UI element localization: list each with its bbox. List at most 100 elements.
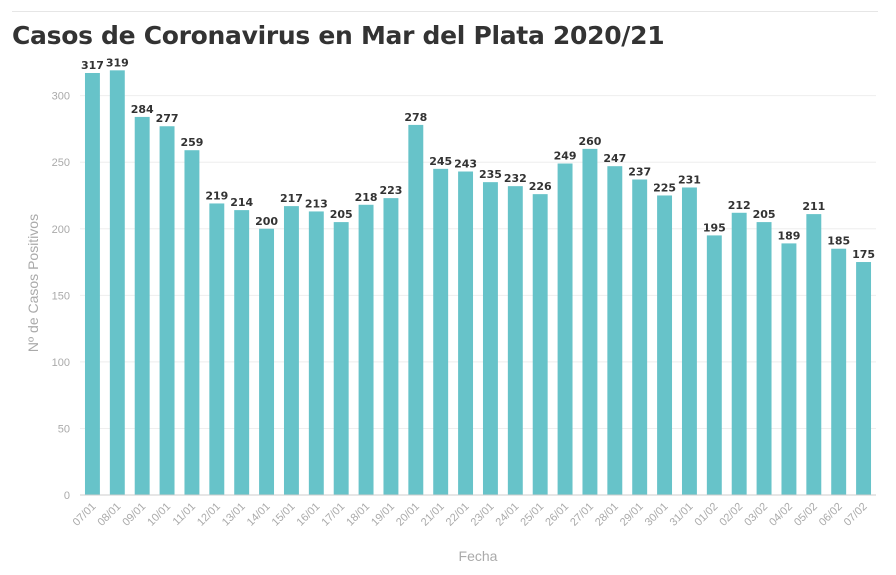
data-label: 219 — [205, 189, 228, 202]
bar — [582, 148, 598, 495]
x-tick-label: 28/01 — [593, 501, 621, 529]
bar — [532, 194, 548, 495]
data-label: 231 — [678, 173, 701, 186]
y-tick-label: 300 — [52, 91, 70, 103]
y-axis-ticks: 0 50 100 150 200 250 300 — [52, 91, 70, 502]
bar — [134, 116, 150, 496]
bar — [333, 222, 349, 495]
bar — [756, 222, 772, 495]
bar — [856, 262, 872, 495]
data-label: 189 — [777, 229, 800, 242]
bar — [433, 168, 449, 495]
bar — [557, 163, 573, 496]
x-tick-label: 16/01 — [294, 501, 322, 529]
data-label: 232 — [504, 172, 527, 185]
x-tick-label: 23/01 — [469, 501, 497, 529]
x-tick-label: 14/01 — [245, 501, 273, 529]
bar — [657, 195, 673, 495]
y-tick-label: 200 — [52, 224, 70, 236]
y-tick-label: 0 — [64, 490, 70, 502]
data-label: 217 — [280, 192, 303, 205]
x-tick-label: 29/01 — [618, 501, 646, 529]
bar — [507, 186, 523, 495]
bar — [806, 214, 822, 495]
x-tick-label: 13/01 — [220, 501, 248, 529]
bar — [184, 150, 200, 496]
x-tick-label: 19/01 — [369, 501, 397, 529]
y-tick-label: 50 — [58, 423, 70, 435]
bars — [84, 70, 872, 496]
x-axis-ticks: 07/0108/0109/0110/0111/0112/0113/0114/01… — [71, 501, 870, 529]
data-label: 284 — [131, 103, 154, 116]
bar — [259, 228, 275, 495]
data-label: 278 — [404, 111, 427, 124]
data-label: 319 — [106, 56, 129, 69]
x-tick-label: 03/02 — [742, 501, 770, 529]
chart-title: Casos de Coronavirus en Mar del Plata 20… — [12, 21, 665, 50]
bar — [308, 211, 324, 495]
x-tick-label: 11/01 — [171, 501, 198, 528]
bar — [607, 166, 623, 495]
x-tick-label: 09/01 — [120, 501, 148, 529]
bar — [159, 126, 175, 496]
y-tick-label: 100 — [52, 357, 70, 369]
x-tick-label: 31/01 — [668, 501, 696, 529]
x-tick-label: 18/01 — [344, 501, 372, 529]
x-tick-label: 27/01 — [568, 501, 596, 529]
x-tick-label: 06/02 — [817, 501, 845, 529]
x-tick-label: 22/01 — [444, 501, 472, 529]
data-label: 317 — [81, 59, 104, 72]
bar — [234, 210, 250, 496]
bar — [831, 248, 847, 495]
bar — [283, 206, 299, 495]
bar — [482, 182, 498, 495]
data-label: 243 — [454, 158, 477, 171]
data-label: 211 — [802, 200, 825, 213]
bar — [458, 171, 474, 495]
x-tick-label: 02/02 — [717, 501, 745, 529]
data-label: 260 — [578, 135, 601, 148]
data-label: 249 — [554, 150, 577, 163]
data-label: 195 — [703, 221, 726, 234]
x-tick-label: 20/01 — [394, 501, 422, 529]
x-tick-label: 07/01 — [71, 501, 99, 529]
x-tick-label: 01/02 — [692, 501, 720, 529]
data-label: 277 — [156, 112, 179, 125]
x-tick-label: 07/02 — [842, 501, 870, 529]
x-tick-label: 30/01 — [643, 501, 671, 529]
y-tick-label: 250 — [52, 157, 70, 169]
x-tick-label: 15/01 — [270, 501, 298, 529]
data-label: 214 — [230, 196, 253, 209]
x-tick-label: 10/01 — [145, 501, 173, 529]
data-label: 223 — [379, 184, 402, 197]
data-label: 237 — [628, 165, 651, 178]
x-tick-label: 21/01 — [419, 501, 447, 529]
x-tick-label: 26/01 — [543, 501, 571, 529]
x-tick-label: 24/01 — [493, 501, 521, 529]
data-label: 218 — [355, 191, 378, 204]
top-divider — [12, 11, 878, 12]
data-label: 226 — [529, 180, 552, 193]
bar — [632, 179, 648, 495]
data-label: 200 — [255, 215, 278, 228]
data-label: 247 — [603, 152, 626, 165]
data-label: 213 — [305, 197, 328, 210]
bar — [731, 212, 747, 495]
data-label: 259 — [180, 136, 203, 149]
bar — [84, 72, 100, 496]
x-tick-label: 12/01 — [195, 501, 223, 529]
bar — [109, 70, 125, 496]
data-label: 225 — [653, 181, 676, 194]
bar — [383, 198, 399, 495]
data-label: 185 — [827, 235, 850, 248]
x-axis-label: Fecha — [459, 548, 498, 564]
bar — [209, 203, 225, 496]
y-tick-label: 150 — [52, 290, 70, 302]
bar — [681, 187, 697, 495]
x-tick-label: 04/02 — [767, 501, 795, 529]
data-label: 245 — [429, 155, 452, 168]
data-label: 212 — [728, 199, 751, 212]
x-tick-label: 25/01 — [518, 501, 546, 529]
y-axis-label: Nº de Casos Positivos — [25, 214, 41, 352]
